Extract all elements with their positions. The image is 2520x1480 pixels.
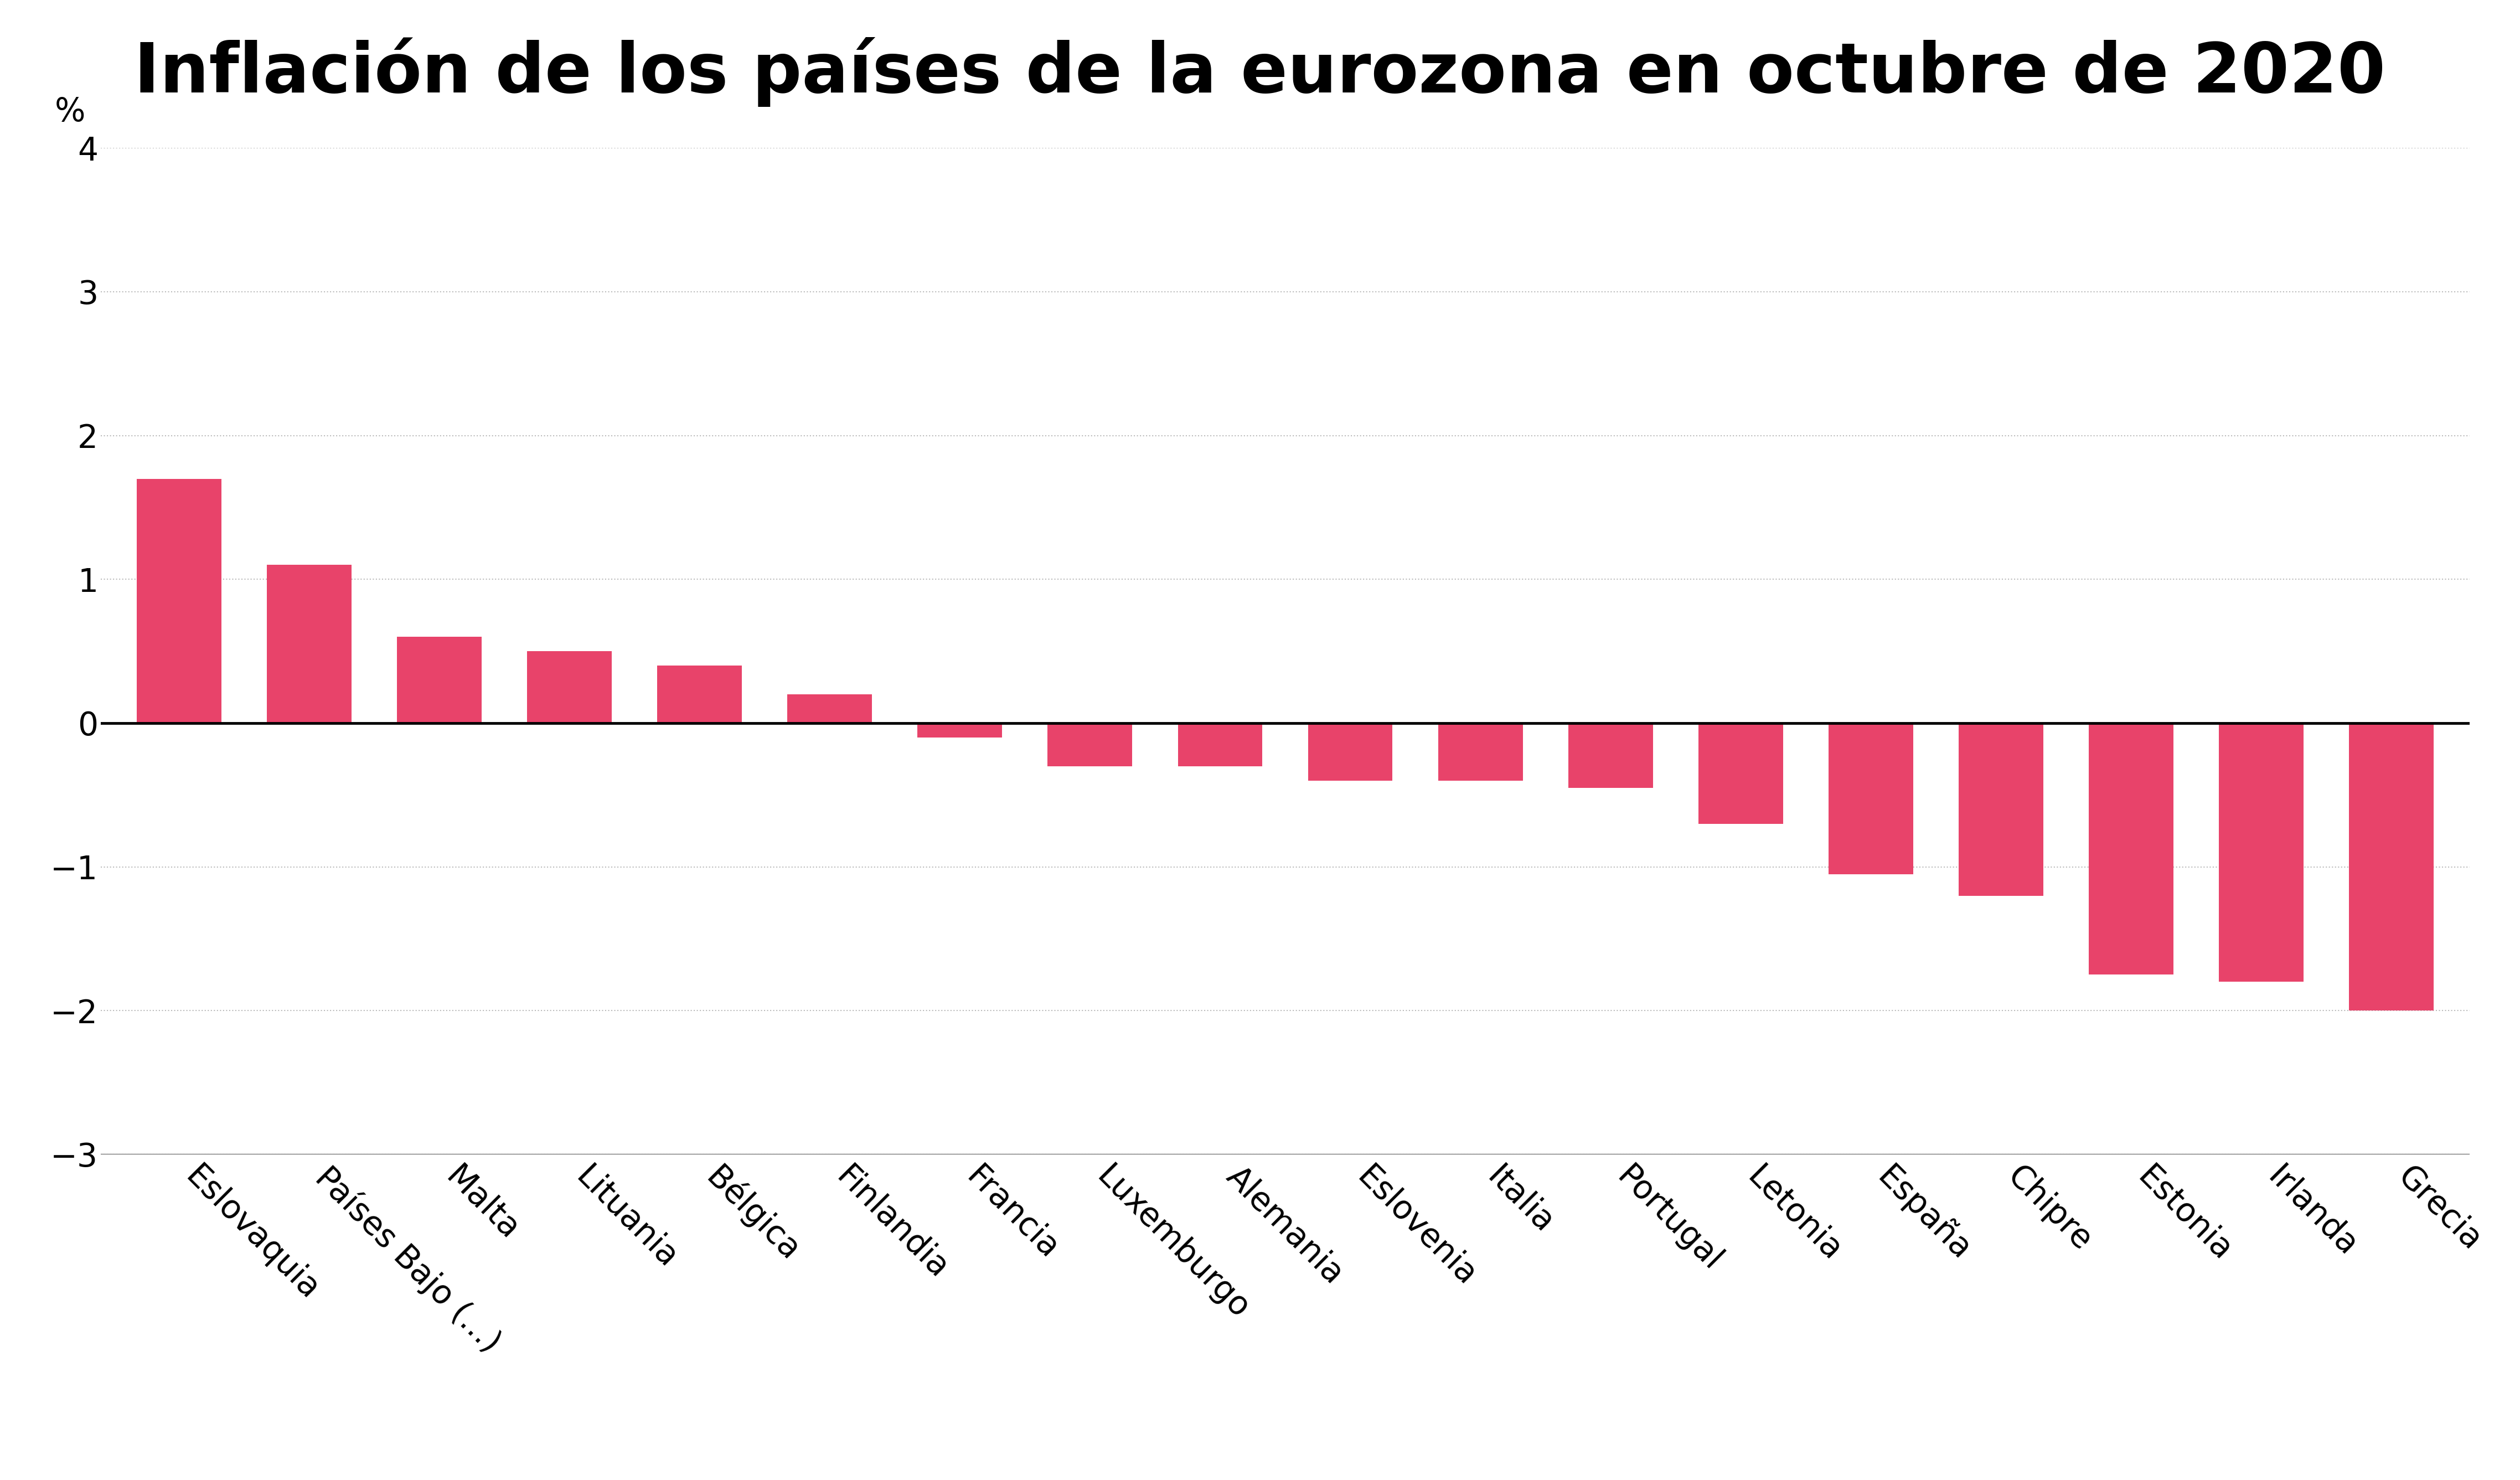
Bar [136,478,222,724]
Bar [1830,724,1913,875]
Bar [2220,724,2303,981]
Y-axis label: %: % [55,96,86,127]
Bar [1567,724,1653,787]
Bar [1439,724,1522,780]
Bar [658,666,741,724]
Bar [1958,724,2044,895]
Bar [2349,724,2434,1011]
Bar [1048,724,1131,767]
Bar [2089,724,2172,975]
Bar [917,724,1003,737]
Bar [398,636,481,724]
Bar [786,694,872,724]
Text: Inflación de los países de la eurozona en octubre de 2020: Inflación de los países de la eurozona e… [134,37,2386,107]
Bar [1177,724,1263,767]
Bar [1698,724,1784,824]
Bar [1308,724,1394,780]
Bar [527,651,612,724]
Bar [267,565,350,724]
